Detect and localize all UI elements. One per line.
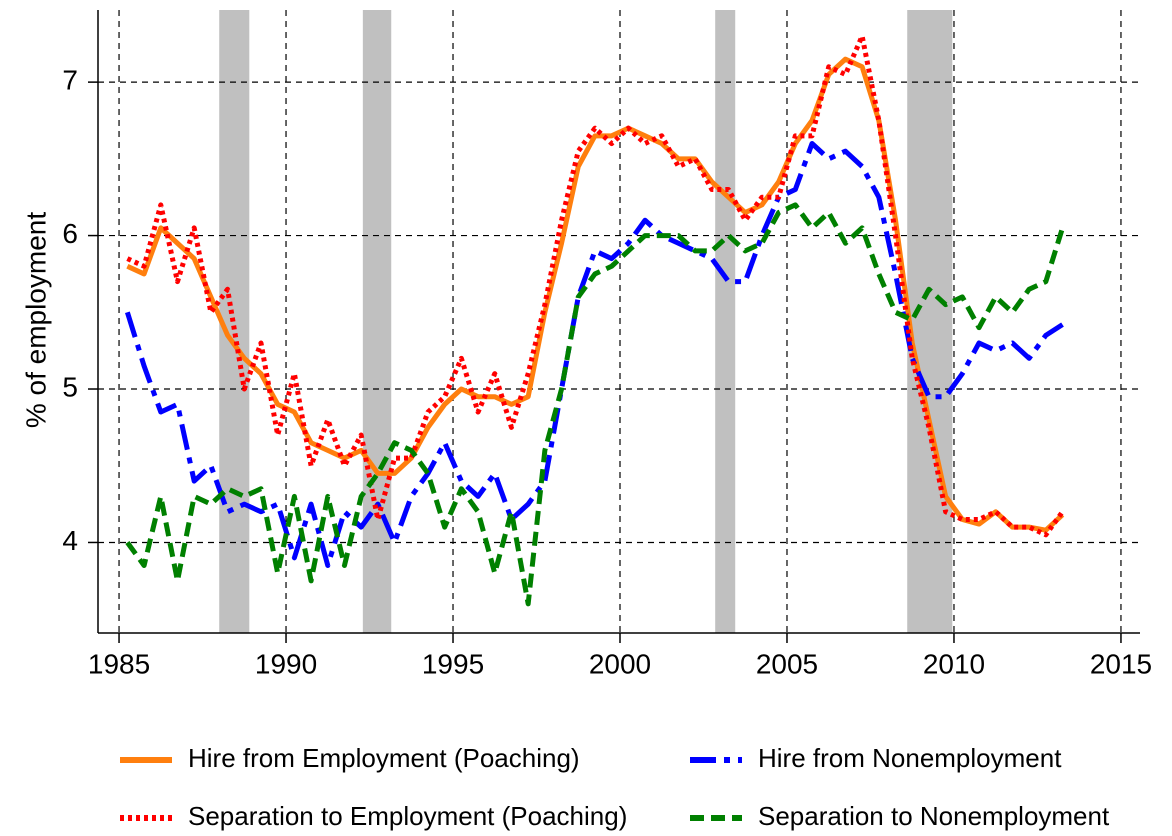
x-tick-label: 1990 — [255, 648, 317, 679]
shaded-period — [715, 10, 736, 633]
legend-label: Separation to Employment (Poaching) — [188, 801, 627, 831]
y-axis-label: % of employment — [20, 212, 51, 429]
legend-label: Separation to Nonemployment — [758, 801, 1110, 831]
shaded-period — [362, 10, 392, 633]
y-tick-label: 7 — [62, 65, 78, 96]
legend-label: Hire from Employment (Poaching) — [188, 743, 580, 773]
y-tick-label: 5 — [62, 371, 78, 402]
series-line — [125, 202, 1065, 607]
x-tick-label: 2005 — [756, 648, 818, 679]
x-tick-label: 2010 — [923, 648, 985, 679]
x-tick-label: 1985 — [88, 648, 150, 679]
x-tick-label: 2000 — [589, 648, 651, 679]
x-tick-label: 1995 — [422, 648, 484, 679]
y-tick-label: 6 — [62, 218, 78, 249]
y-tick-label: 4 — [62, 525, 78, 556]
shaded-period — [907, 10, 953, 633]
legend-label: Hire from Nonemployment — [758, 743, 1062, 773]
x-tick-label: 2015 — [1090, 648, 1152, 679]
